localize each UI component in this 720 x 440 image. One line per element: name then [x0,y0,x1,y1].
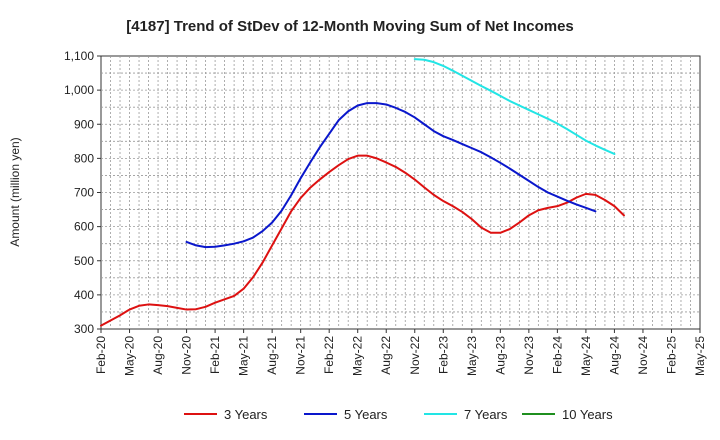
x-tick-label: Aug-22 [379,336,393,375]
x-tick-label: Feb-25 [664,336,678,374]
legend-label: 10 Years [562,407,613,422]
x-tick-label: Nov-22 [408,336,422,375]
plot-frame [100,55,701,330]
x-tick-label: Nov-20 [180,336,194,375]
y-tick-label: 1,100 [64,49,94,63]
x-tick-label: May-22 [351,336,365,376]
x-tick-label: May-20 [123,336,137,376]
x-tick-label: Feb-20 [94,336,108,374]
x-tick-label: May-23 [465,336,479,376]
x-tick-label: Nov-23 [522,336,536,375]
x-tick-label: Feb-21 [208,336,222,374]
y-tick-label: 800 [74,151,94,165]
legend-label: 5 Years [344,407,388,422]
series-line-5-years [185,102,597,249]
x-tick-label: Aug-21 [265,336,279,375]
series-lines [100,58,625,327]
y-tick-label: 300 [74,322,94,336]
x-tick-label: Aug-23 [493,336,507,375]
y-tick-label: 900 [74,117,94,131]
x-tick-label: May-25 [693,336,707,376]
y-tick-label: 400 [74,288,94,302]
x-tick-label: May-24 [579,336,593,376]
legend: 3 Years 5 Years 7 Years 10 Years [184,407,613,422]
y-axis-label: Amount (million yen) [8,137,22,246]
x-tick-label: May-21 [237,336,251,376]
x-tick-label: Feb-23 [436,336,450,374]
y-axis-ticks: 300 400 500 600 700 800 900 1,000 1,100 [64,49,101,336]
y-tick-label: 600 [74,220,94,234]
legend-label: 3 Years [224,407,268,422]
x-tick-label: Nov-21 [294,336,308,375]
legend-label: 7 Years [464,407,508,422]
series-line-7-years [413,58,616,155]
y-tick-label: 1,000 [64,83,94,97]
x-tick-label: Aug-20 [151,336,165,375]
x-axis-ticks: Feb-20 May-20 Aug-20 Nov-20 Feb-21 May-21 Aug-… [94,329,707,376]
x-tick-label: Feb-24 [550,336,564,374]
chart-title: [4187] Trend of StDev of 12-Month Moving… [126,18,574,35]
grid-lines [101,56,700,329]
x-tick-label: Aug-24 [607,336,621,375]
x-tick-label: Nov-24 [636,336,650,375]
series-line-3-years [100,154,625,327]
y-tick-label: 700 [74,186,94,200]
x-tick-label: Feb-22 [322,336,336,374]
plot-area [100,55,701,330]
y-tick-label: 500 [74,254,94,268]
